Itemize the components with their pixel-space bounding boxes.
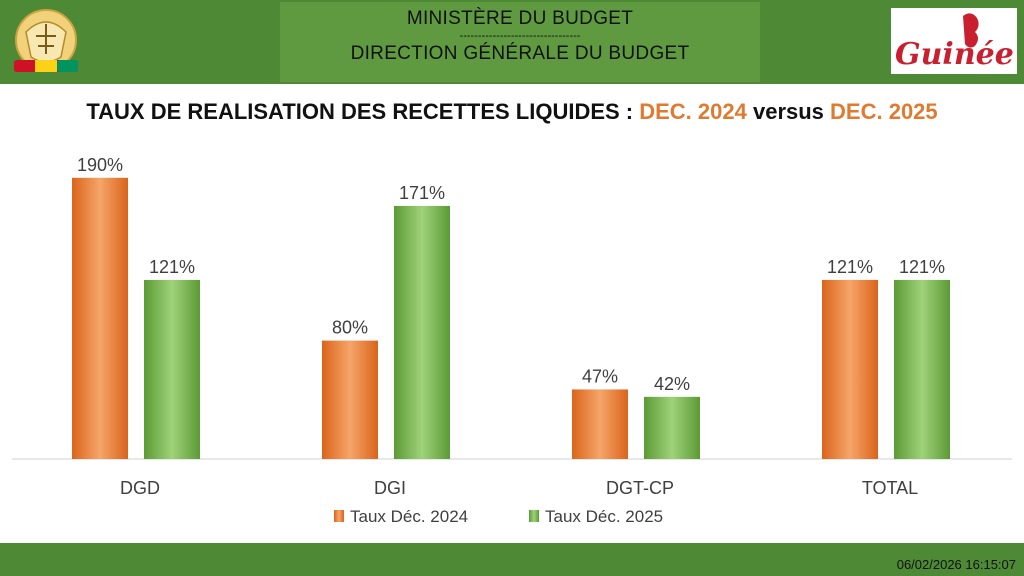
category-label-dgi: DGI [374, 478, 406, 498]
bar-total-2024 [822, 279, 878, 459]
data-label-dgt-cp-2024: 47% [582, 366, 618, 386]
title-prefix: TAUX DE REALISATION DES RECETTES LIQUIDE… [86, 99, 640, 124]
data-label-dgi-2024: 80% [332, 318, 368, 338]
bar-total-2025 [894, 279, 950, 459]
svg-text:Guinée: Guinée [895, 37, 1014, 72]
bar-dgd-2025 [144, 279, 200, 459]
bar-dgt-cp-2025 [644, 396, 700, 459]
data-label-dgt-cp-2025: 42% [654, 374, 690, 394]
legend-label-2024: Taux Déc. 2024 [350, 507, 468, 526]
guinea-coat-of-arms-icon [14, 9, 78, 72]
category-label-dgd: DGD [120, 478, 160, 498]
bar-dgi-2024 [322, 340, 378, 459]
chart-title: TAUX DE REALISATION DES RECETTES LIQUIDE… [0, 99, 1024, 125]
guinee-logo: Guinée [891, 8, 1017, 74]
bar-dgi-2025 [394, 205, 450, 459]
bar-dgd-2024 [72, 177, 128, 460]
legend-label-2025: Taux Déc. 2025 [545, 507, 663, 526]
data-label-dgd-2024: 190% [77, 155, 123, 175]
header-separator: --------------------------------- [459, 30, 581, 42]
timestamp: 06/02/2026 16:15:07 [896, 557, 1016, 572]
guinee-logo-icon: Guinée [895, 13, 1014, 72]
title-year-2024: DEC. 2024 [639, 99, 747, 124]
direction-title: DIRECTION GÉNÉRALE DU BUDGET [350, 43, 690, 64]
header-title-block: MINISTÈRE DU BUDGET --------------------… [280, 2, 760, 82]
header-bar: MINISTÈRE DU BUDGET --------------------… [0, 0, 1024, 84]
bar-chart: 190% 121% DGD 80% 171% DGI 47% 42% DGT-CP 121% 121… [12, 155, 1012, 526]
data-label-dgi-2025: 171% [399, 183, 445, 203]
footer-bar: 06/02/2026 16:15:07 [0, 543, 1024, 576]
data-label-total-2024: 121% [827, 257, 873, 277]
data-label-dgd-2025: 121% [149, 257, 195, 277]
title-versus: versus [746, 99, 831, 124]
legend-swatch-2025 [529, 510, 539, 522]
category-label-dgt-cp: DGT-CP [606, 478, 674, 498]
title-year-2025: DEC. 2025 [830, 99, 938, 124]
bar-dgt-cp-2024 [572, 389, 628, 459]
data-label-total-2025: 121% [899, 257, 945, 277]
legend-swatch-2024 [334, 510, 344, 522]
ministry-title: MINISTÈRE DU BUDGET [406, 8, 634, 29]
category-label-total: TOTAL [862, 478, 918, 498]
